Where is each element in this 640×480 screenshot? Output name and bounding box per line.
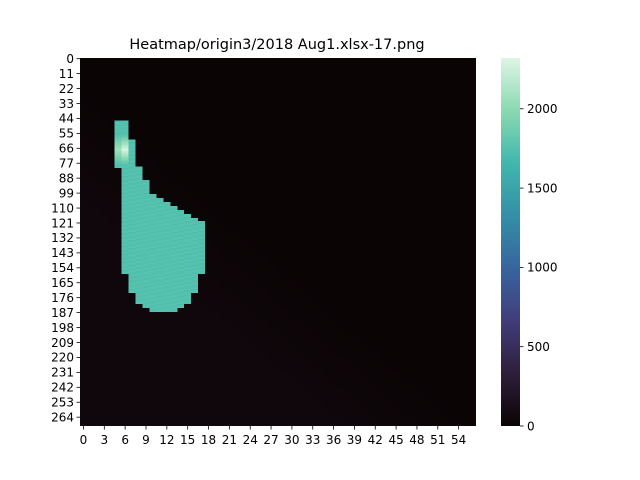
colorbar-tick-label: 2000 <box>527 102 558 116</box>
y-tick-label: 198 <box>51 321 74 335</box>
x-tick-label: 21 <box>222 433 237 447</box>
x-tick-label: 9 <box>142 433 150 447</box>
x-tick-label: 15 <box>180 433 195 447</box>
colorbar <box>501 58 520 426</box>
x-tick-label: 3 <box>100 433 108 447</box>
colorbar-tick-label: 0 <box>527 419 535 433</box>
x-tick-label: 30 <box>284 433 299 447</box>
y-tick-label: 55 <box>59 127 74 141</box>
y-axis: 0112233445566778899110121132143154165176… <box>51 52 80 424</box>
x-tick-label: 33 <box>305 433 320 447</box>
y-tick-label: 11 <box>59 67 74 81</box>
y-tick-label: 132 <box>51 231 74 245</box>
y-tick-label: 0 <box>66 52 74 66</box>
y-tick-label: 165 <box>51 276 74 290</box>
chart-title: Heatmap/origin3/2018 Aug1.xlsx-17.png <box>129 37 424 53</box>
x-tick-label: 18 <box>201 433 216 447</box>
x-tick-label: 0 <box>80 433 88 447</box>
y-tick-label: 99 <box>59 186 74 200</box>
y-tick-label: 22 <box>59 82 74 96</box>
y-tick-label: 176 <box>51 291 74 305</box>
y-tick-label: 209 <box>51 336 74 350</box>
y-tick-label: 220 <box>51 351 74 365</box>
y-tick-label: 110 <box>51 201 74 215</box>
y-tick-label: 88 <box>59 171 74 185</box>
colorbar-axis: 0 500 1000 1500 2000 <box>520 102 558 433</box>
x-tick-label: 54 <box>451 433 466 447</box>
x-tick-label: 45 <box>388 433 403 447</box>
x-tick-label: 48 <box>409 433 424 447</box>
x-tick-label: 39 <box>347 433 362 447</box>
heatmap-cells <box>80 58 476 426</box>
y-tick-label: 231 <box>51 366 74 380</box>
x-tick-label: 36 <box>326 433 341 447</box>
x-tick-label: 42 <box>368 433 383 447</box>
x-tick-label: 24 <box>243 433 258 447</box>
x-tick-label: 27 <box>263 433 278 447</box>
x-tick-label: 6 <box>121 433 129 447</box>
x-axis: 0 3 6 9 12 15 18 21 24 27 30 33 36 39 42 45 48 51 54 <box>80 426 466 447</box>
y-tick-label: 143 <box>51 246 74 260</box>
y-tick-label: 242 <box>51 381 74 395</box>
colorbar-tick-label: 1500 <box>527 181 558 195</box>
y-tick-label: 154 <box>51 261 74 275</box>
y-tick-label: 44 <box>59 112 74 126</box>
colorbar-tick-label: 1000 <box>527 261 558 275</box>
y-tick-label: 253 <box>51 396 74 410</box>
colorbar-tick-label: 500 <box>527 340 550 354</box>
y-tick-label: 264 <box>51 410 74 424</box>
y-tick-label: 121 <box>51 216 74 230</box>
y-tick-label: 33 <box>59 97 74 111</box>
y-tick-label: 77 <box>59 157 74 171</box>
y-tick-label: 187 <box>51 306 74 320</box>
x-tick-label: 51 <box>430 433 445 447</box>
x-tick-label: 12 <box>159 433 174 447</box>
y-tick-label: 66 <box>59 142 74 156</box>
